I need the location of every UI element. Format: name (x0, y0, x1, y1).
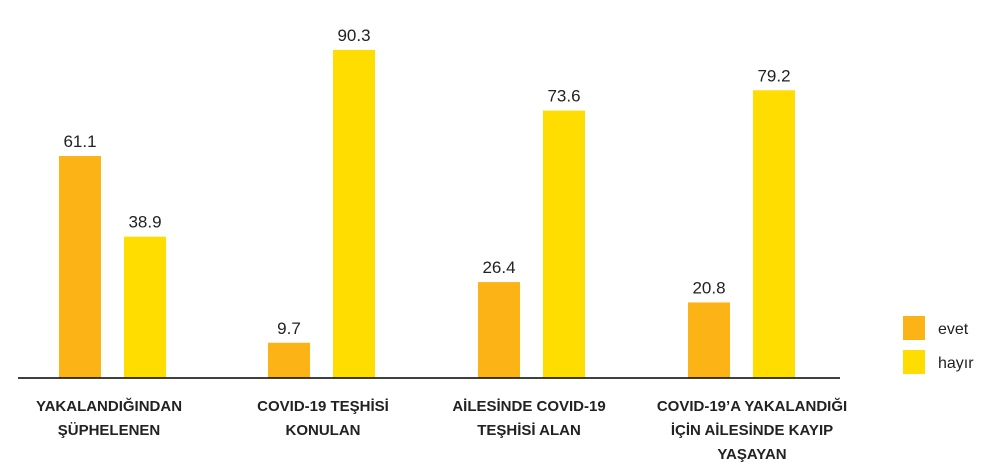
category-label-2: COVID-19 TEŞHİSİ KONULAN (257, 398, 389, 439)
legend-swatch-evet (903, 316, 925, 340)
bar-evet-1 (59, 156, 101, 378)
category-label-line: COVID-19’A YAKALANDIĞI (657, 397, 847, 415)
bar-hayır-2 (333, 49, 375, 379)
bar-evet-3 (478, 282, 520, 378)
legend: evet hayır (903, 316, 974, 374)
legend-label-hayır: hayır (938, 355, 974, 372)
bar-evet-2 (268, 342, 310, 378)
bars-layer (59, 49, 795, 379)
value-label-evet-3: 26.4 (482, 258, 515, 277)
bar-hayır-4 (753, 90, 795, 378)
value-label-hayır-3: 73.6 (547, 87, 580, 106)
category-label-line: COVID-19 TEŞHİSİ (257, 398, 389, 415)
bar-evet-4 (688, 302, 730, 378)
value-label-hayır-4: 79.2 (757, 66, 790, 85)
bar-hayır-3 (543, 110, 585, 378)
category-label-line: AİLESİNDE COVID-19 (452, 398, 605, 415)
legend-swatch-hayır (903, 350, 925, 374)
bar-hayır-1 (124, 236, 166, 378)
category-label-1: YAKALANDIĞINDAN ŞÜPHELENEN (36, 397, 182, 439)
legend-label-evet: evet (938, 321, 969, 338)
category-label-line: İÇİN AİLESİNDE KAYIP (671, 422, 833, 439)
value-label-hayır-1: 38.9 (128, 213, 161, 232)
value-label-evet-1: 61.1 (63, 132, 96, 151)
category-label-4: COVID-19’A YAKALANDIĞI İÇİN AİLESİNDE KAY… (657, 397, 847, 463)
value-label-evet-4: 20.8 (692, 278, 725, 297)
value-labels-layer: 61.1 38.9 9.7 90.3 26.4 73.6 20.8 79.2 (63, 26, 790, 338)
category-labels-layer: YAKALANDIĞINDAN ŞÜPHELENEN COVID-19 TEŞHİS… (36, 397, 847, 463)
category-label-line: KONULAN (286, 422, 361, 439)
category-label-3: AİLESİNDE COVID-19 TEŞHİSİ ALAN (452, 398, 605, 439)
value-label-hayır-2: 90.3 (337, 26, 370, 45)
category-label-line: TEŞHİSİ ALAN (477, 422, 581, 439)
value-label-evet-2: 9.7 (277, 319, 301, 338)
category-label-line: YAŞAYAN (717, 446, 786, 463)
category-label-line: ŞÜPHELENEN (58, 422, 161, 439)
category-label-line: YAKALANDIĞINDAN (36, 397, 182, 415)
